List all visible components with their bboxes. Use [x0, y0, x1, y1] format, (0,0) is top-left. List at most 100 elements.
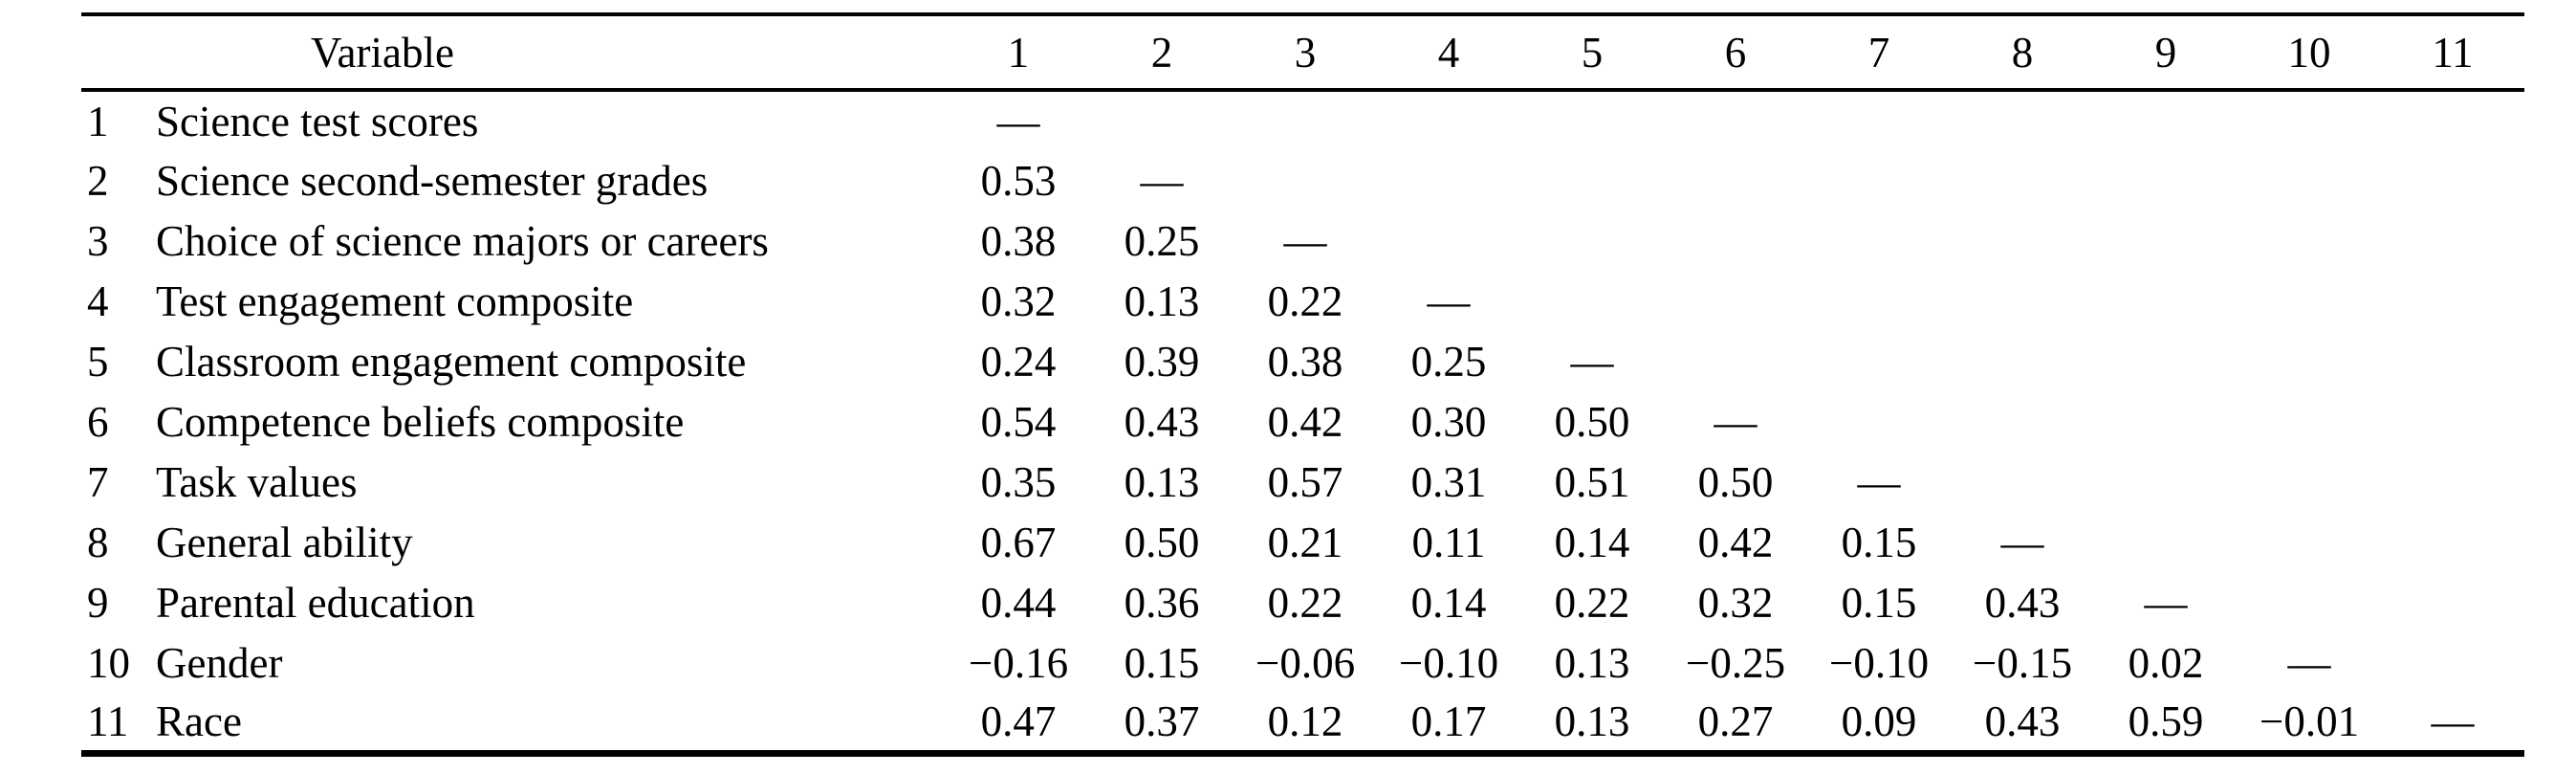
correlation-cell: 0.17 — [1410, 697, 1487, 745]
correlation-cell: 0.32 — [1697, 578, 1774, 627]
empty-cell — [1807, 271, 1951, 331]
empty-cell — [1664, 331, 1807, 391]
correlation-cell: 0.44 — [980, 578, 1057, 627]
correlation-cell: 0.15 — [1124, 638, 1200, 687]
column-header-5: 5 — [1520, 14, 1665, 92]
correlation-cell: 0.32 — [980, 276, 1057, 325]
correlation-cell: — — [1857, 457, 1901, 506]
empty-cell — [1377, 90, 1520, 150]
empty-cell — [1951, 150, 2094, 210]
correlation-cell: 0.67 — [980, 518, 1057, 566]
correlation-cell: — — [1427, 276, 1471, 325]
correlation-cell: 0.02 — [2128, 638, 2204, 687]
empty-cell — [2238, 271, 2381, 331]
correlation-cell: 0.09 — [1841, 697, 1917, 745]
variable-name-cell: Task values — [156, 457, 358, 506]
correlation-cell: 0.39 — [1124, 337, 1200, 386]
empty-cell — [2381, 452, 2524, 512]
correlation-cell: 0.24 — [980, 337, 1057, 386]
correlation-cell: — — [2000, 518, 2044, 566]
table-row: 7 Task values 0.35 0.13 0.57 0.31 0.51 0.50 — — [81, 452, 2524, 512]
correlation-cell: −0.10 — [1828, 638, 1930, 687]
row-number-cell: 6 — [87, 397, 109, 446]
correlation-cell: 0.53 — [980, 156, 1057, 205]
correlation-cell: 0.22 — [1267, 276, 1343, 325]
correlation-cell: 0.54 — [980, 397, 1057, 446]
correlation-cell: 0.43 — [1984, 697, 2061, 745]
empty-cell — [2381, 512, 2524, 572]
correlation-cell: 0.47 — [980, 697, 1057, 745]
empty-cell — [2094, 271, 2238, 331]
empty-cell — [2381, 210, 2524, 271]
correlation-cell: 0.13 — [1124, 276, 1200, 325]
correlation-table: Variable 1 2 3 4 5 6 7 8 9 10 11 1 Science test sco… — [81, 12, 2525, 757]
empty-cell — [2238, 210, 2381, 271]
correlation-cell: 0.14 — [1410, 578, 1487, 627]
empty-cell — [2094, 210, 2238, 271]
column-header-9: 9 — [2094, 14, 2238, 92]
variable-name-cell: Test engagement composite — [156, 276, 634, 325]
correlation-cell: 0.12 — [1267, 697, 1343, 745]
empty-cell — [2094, 150, 2238, 210]
row-number-cell: 5 — [87, 337, 109, 386]
correlation-cell: 0.35 — [980, 457, 1057, 506]
correlation-cell: −0.25 — [1685, 638, 1786, 687]
correlation-cell: 0.15 — [1841, 518, 1917, 566]
empty-cell — [2381, 632, 2524, 693]
correlation-cell: −0.01 — [2259, 697, 2360, 745]
correlation-cell: −0.10 — [1398, 638, 1499, 687]
column-header-2: 2 — [1090, 14, 1234, 92]
table-row: 9 Parental education 0.44 0.36 0.22 0.14 0.22 0… — [81, 572, 2524, 632]
correlation-cell: 0.30 — [1410, 397, 1487, 446]
empty-cell — [2094, 391, 2238, 452]
row-number-cell: 9 — [87, 578, 109, 627]
empty-cell — [2094, 512, 2238, 572]
correlation-cell: — — [2144, 578, 2188, 627]
empty-cell — [2381, 150, 2524, 210]
correlation-cell: — — [2431, 697, 2475, 745]
variable-name-cell: Race — [156, 697, 242, 745]
empty-cell — [1664, 210, 1807, 271]
correlation-cell: 0.13 — [1554, 638, 1630, 687]
table-row: 5 Classroom engagement composite 0.24 0.39 0… — [81, 331, 2524, 391]
variable-name-cell: Science test scores — [156, 97, 479, 145]
correlation-cell: 0.42 — [1267, 397, 1343, 446]
correlation-cell: 0.13 — [1124, 457, 1200, 506]
row-number-cell: 10 — [87, 638, 130, 687]
empty-cell — [2238, 391, 2381, 452]
row-number-cell: 1 — [87, 97, 109, 145]
empty-cell — [2094, 331, 2238, 391]
correlation-cell: 0.38 — [980, 216, 1057, 265]
correlation-cell: 0.11 — [1411, 518, 1486, 566]
empty-cell — [2381, 572, 2524, 632]
empty-cell — [2238, 331, 2381, 391]
empty-cell — [1807, 150, 1951, 210]
empty-cell — [1233, 90, 1377, 150]
empty-cell — [2094, 452, 2238, 512]
correlation-cell: 0.43 — [1124, 397, 1200, 446]
correlation-cell: — — [1714, 397, 1757, 446]
empty-cell — [1807, 90, 1951, 150]
correlation-cell: 0.50 — [1697, 457, 1774, 506]
variable-name-cell: Choice of science majors or careers — [156, 216, 769, 265]
row-number-cell: 4 — [87, 276, 109, 325]
column-header-6: 6 — [1664, 14, 1808, 92]
empty-cell — [2238, 150, 2381, 210]
correlation-cell: 0.51 — [1554, 457, 1630, 506]
empty-cell — [1951, 331, 2094, 391]
correlation-cell: 0.59 — [2128, 697, 2204, 745]
empty-cell — [1520, 90, 1664, 150]
empty-cell — [1520, 271, 1664, 331]
table-row: 3 Choice of science majors or careers 0.38… — [81, 210, 2524, 271]
column-header-3: 3 — [1233, 14, 1378, 92]
correlation-cell: — — [996, 97, 1040, 145]
column-header-7: 7 — [1807, 14, 1952, 92]
table-row: 11 Race 0.47 0.37 0.12 0.17 0.13 0.27 0.09 0.43 0.… — [81, 693, 2524, 753]
empty-cell — [2381, 271, 2524, 331]
empty-cell — [1951, 391, 2094, 452]
row-number-cell: 8 — [87, 518, 109, 566]
empty-cell — [1664, 90, 1807, 150]
table-header: Variable 1 2 3 4 5 6 7 8 9 10 11 — [81, 14, 2525, 92]
empty-cell — [1807, 331, 1951, 391]
empty-cell — [1807, 391, 1951, 452]
